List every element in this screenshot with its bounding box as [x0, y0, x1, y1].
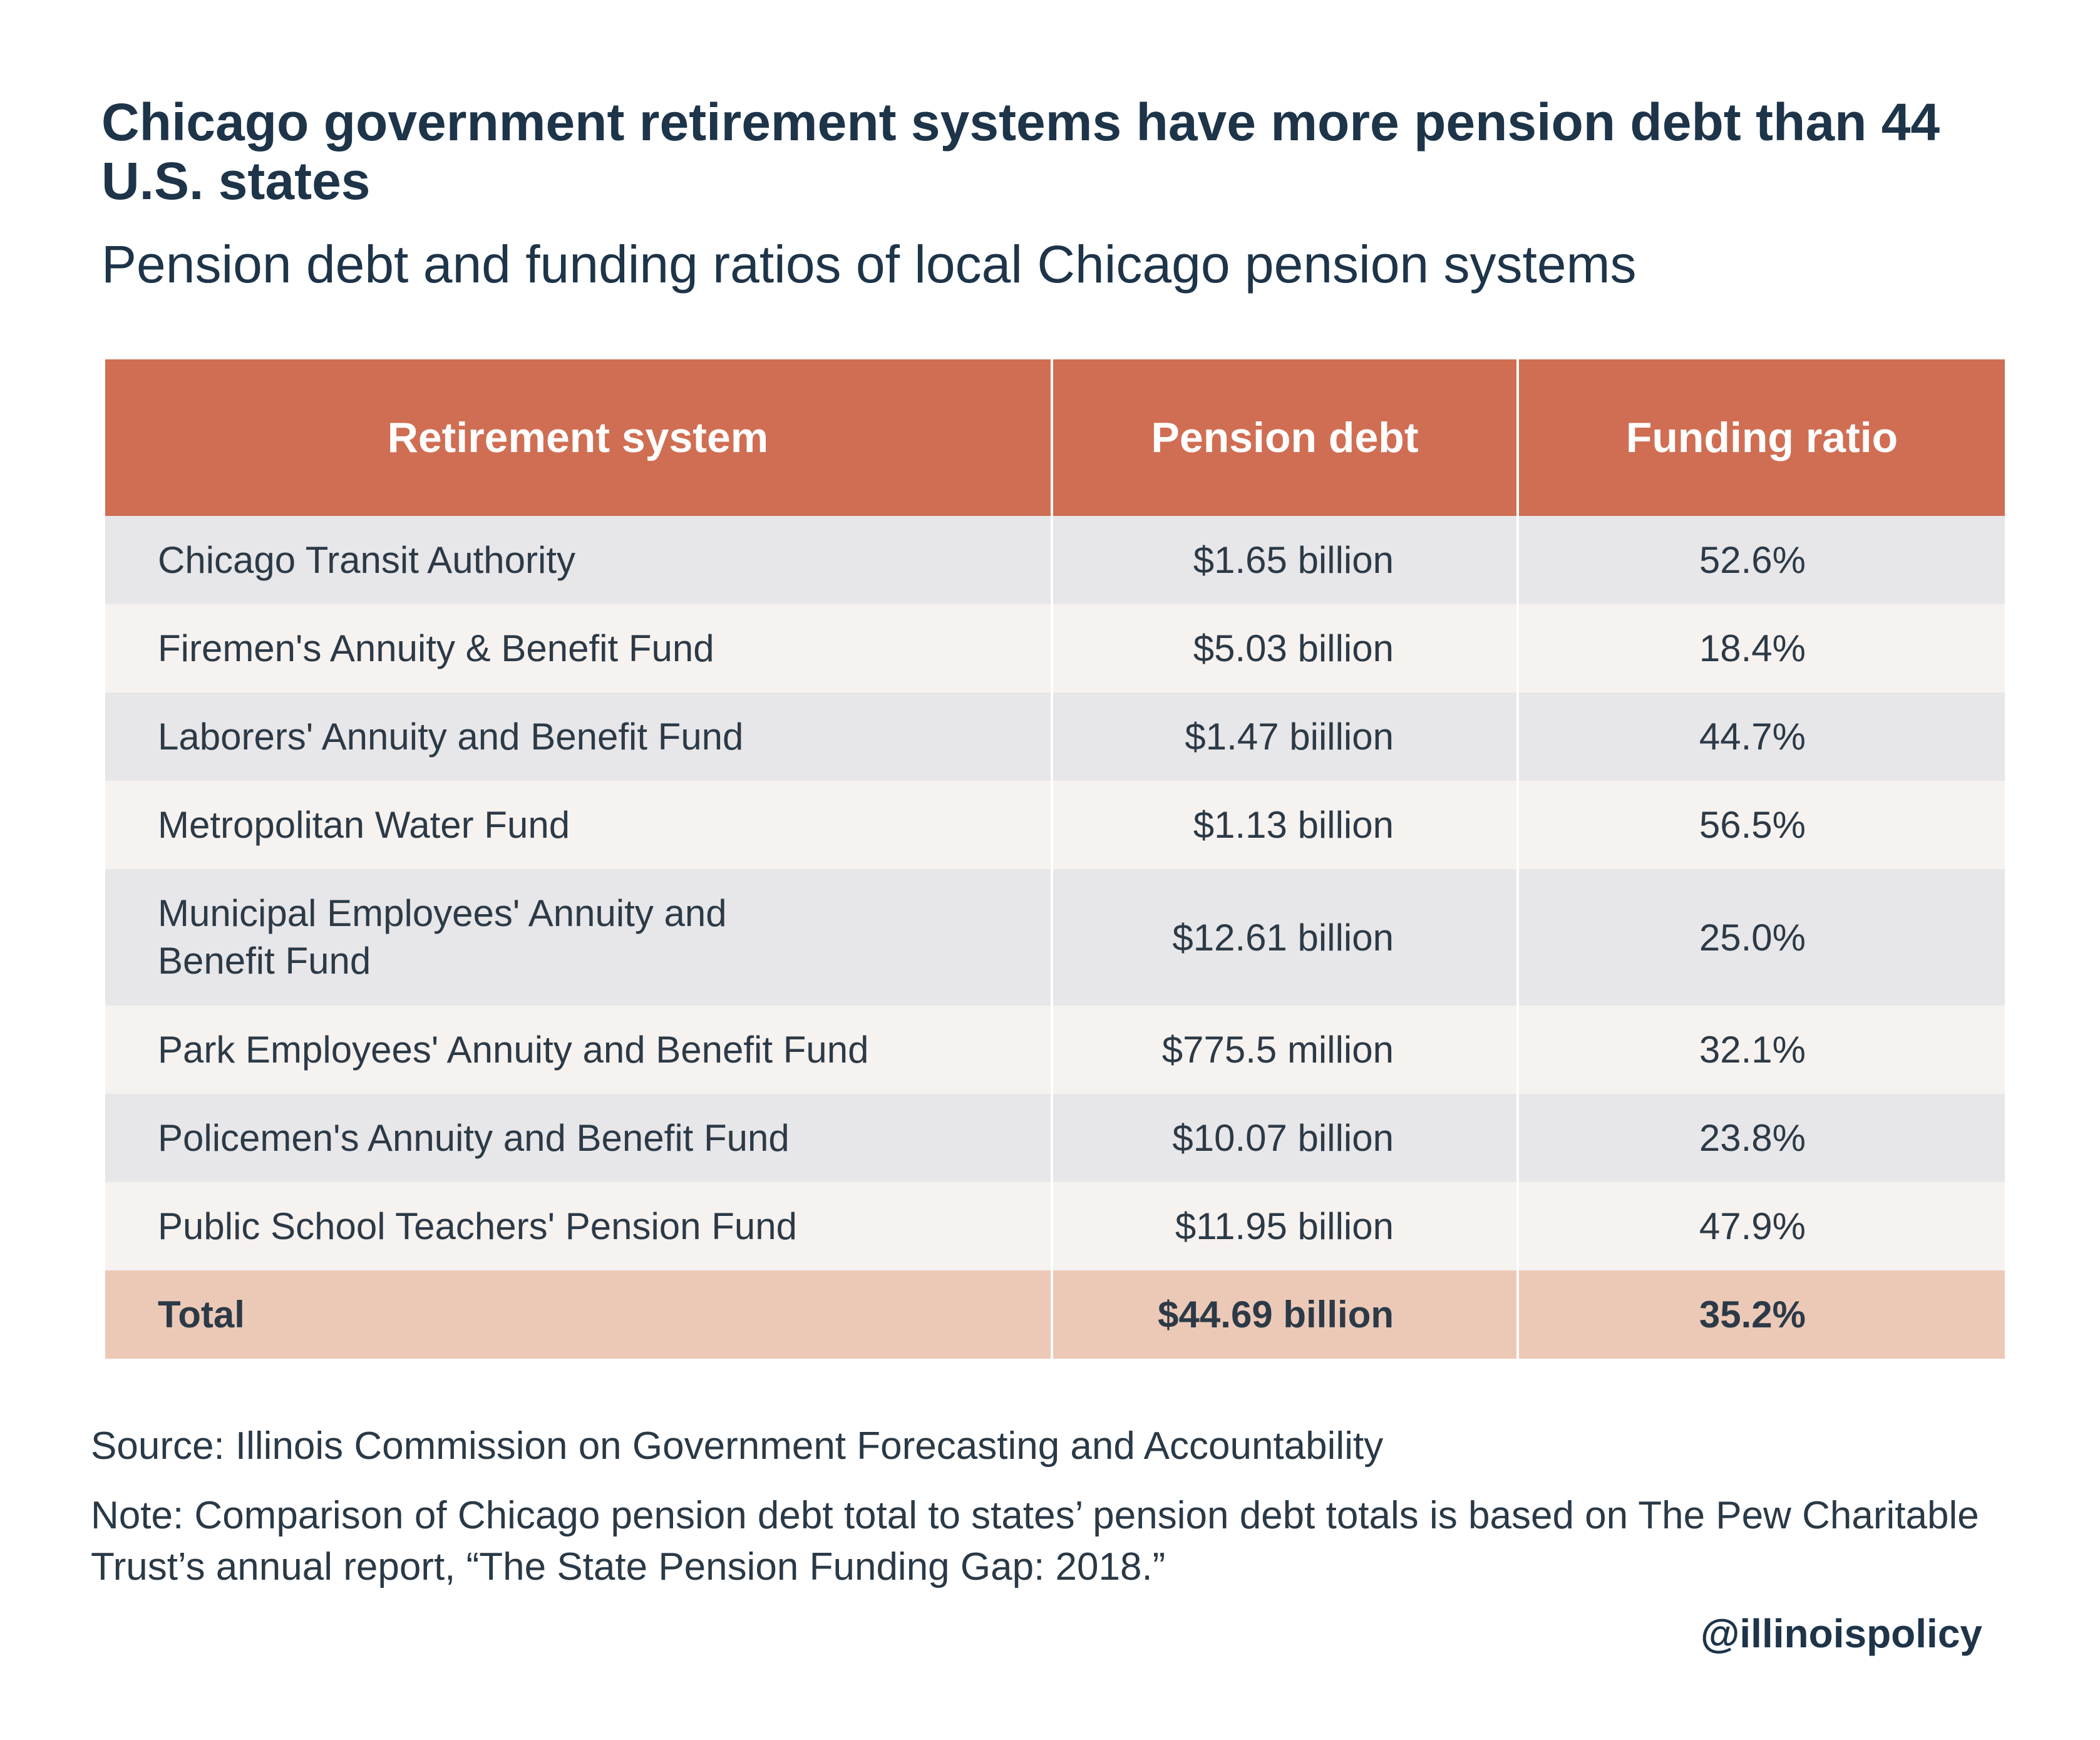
source-note: Source: Illinois Commission on Governmen… — [91, 1424, 1384, 1468]
total-label-cell: Total — [105, 1270, 1053, 1359]
total-ratio-cell: 35.2% — [1518, 1270, 2005, 1359]
system-name-cell: Policemen's Annuity and Benefit Fund — [105, 1094, 1053, 1182]
table-row: Park Employees' Annuity and Benefit Fund… — [105, 1006, 2005, 1094]
pension-table-container: Retirement system Pension debt Funding r… — [105, 359, 2005, 1359]
pension-debt-cell: $11.95 billion — [1052, 1182, 1519, 1270]
pension-debt-cell: $10.07 billion — [1052, 1094, 1519, 1182]
system-name-cell: Firemen's Annuity & Benefit Fund — [105, 604, 1053, 692]
funding-ratio-cell: 47.9% — [1518, 1182, 2005, 1270]
total-debt-cell: $44.69 billion — [1052, 1270, 1519, 1359]
funding-ratio-cell: 18.4% — [1518, 604, 2005, 692]
funding-ratio-cell: 56.5% — [1518, 781, 2005, 869]
funding-ratio-cell: 23.8% — [1518, 1094, 2005, 1182]
comparison-note: Note: Comparison of Chicago pension debt… — [91, 1494, 1979, 1588]
funding-ratio-cell: 32.1% — [1518, 1006, 2005, 1094]
table-row: Firemen's Annuity & Benefit Fund $5.03 b… — [105, 604, 2005, 692]
table-row: Municipal Employees' Annuity and Benefit… — [105, 869, 2005, 1006]
table-row: Metropolitan Water Fund $1.13 billion 56… — [105, 781, 2005, 869]
pension-debt-cell: $12.61 billion — [1052, 869, 1519, 1006]
total-row: Total $44.69 billion 35.2% — [105, 1270, 2005, 1359]
system-name-cell: Municipal Employees' Annuity and Benefit… — [105, 869, 1053, 1006]
system-name-cell: Metropolitan Water Fund — [105, 781, 1053, 869]
column-header-ratio: Funding ratio — [1518, 359, 2005, 516]
funding-ratio-cell: 44.7% — [1518, 692, 2005, 781]
funding-ratio-cell: 25.0% — [1518, 869, 2005, 1006]
pension-debt-cell: $1.13 billion — [1052, 781, 1519, 869]
system-name-cell: Chicago Transit Authority — [105, 516, 1053, 604]
pension-debt-cell: $775.5 million — [1052, 1006, 1519, 1094]
system-name-cell: Public School Teachers' Pension Fund — [105, 1182, 1053, 1270]
system-name-cell: Laborers' Annuity and Benefit Fund — [105, 692, 1053, 781]
pension-debt-cell: $5.03 billion — [1052, 604, 1519, 692]
table-header-row: Retirement system Pension debt Funding r… — [105, 359, 2005, 516]
system-name-cell: Park Employees' Annuity and Benefit Fund — [105, 1006, 1053, 1094]
pension-debt-cell: $1.47 biillion — [1052, 692, 1519, 781]
chart-subtitle: Pension debt and funding ratios of local… — [101, 235, 1637, 294]
column-header-debt: Pension debt — [1052, 359, 1519, 516]
funding-ratio-cell: 52.6% — [1518, 516, 2005, 604]
table-row: Public School Teachers' Pension Fund $11… — [105, 1182, 2005, 1270]
table-row: Laborers' Annuity and Benefit Fund $1.47… — [105, 692, 2005, 781]
chart-title: Chicago government retirement systems ha… — [101, 93, 1940, 210]
pension-table: Retirement system Pension debt Funding r… — [105, 359, 2005, 1359]
table-row: Chicago Transit Authority $1.65 billion … — [105, 516, 2005, 604]
table-row: Policemen's Annuity and Benefit Fund $10… — [105, 1094, 2005, 1182]
pension-debt-cell: $1.65 billion — [1052, 516, 1519, 604]
system-name-text: Municipal Employees' Annuity and Benefit… — [158, 892, 727, 982]
column-header-system: Retirement system — [105, 359, 1053, 516]
social-handle: @illinoispolicy — [1700, 1611, 1982, 1656]
